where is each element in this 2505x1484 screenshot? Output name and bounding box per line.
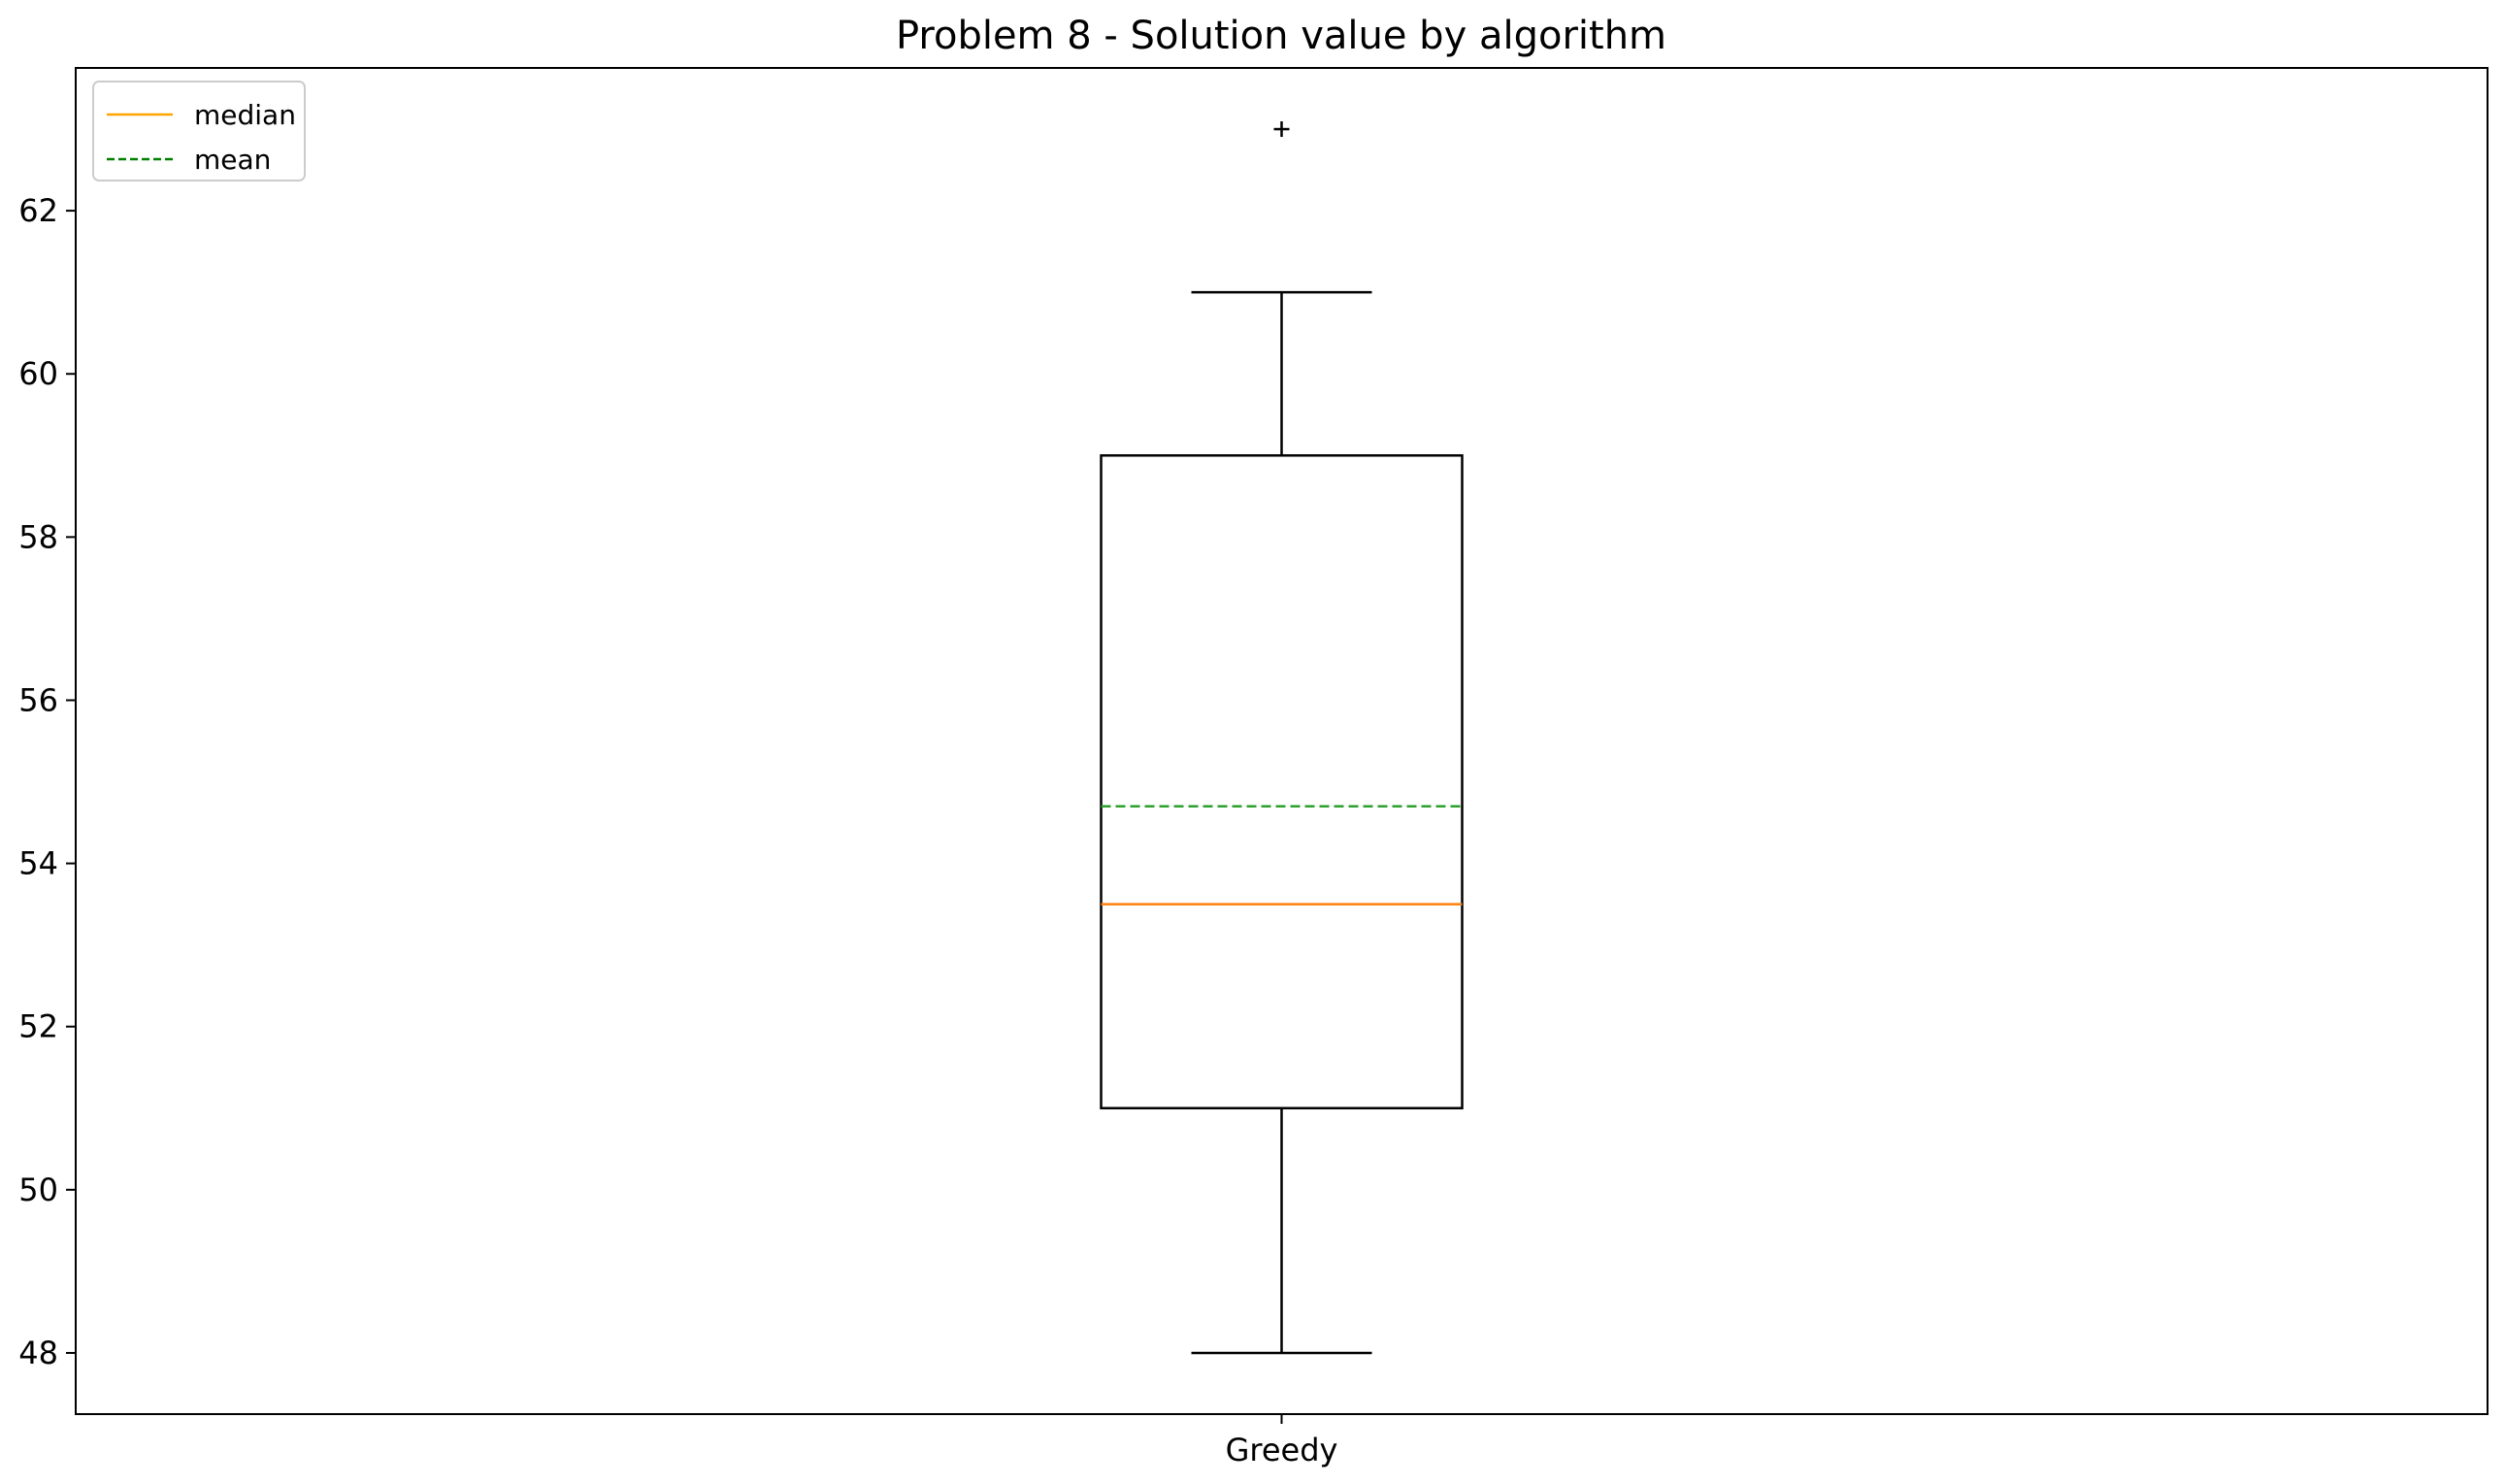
y-tick-label: 58 <box>18 518 58 555</box>
x-axis: Greedy <box>1226 1414 1338 1468</box>
y-tick-label: 60 <box>18 355 58 392</box>
box-series <box>1100 121 1464 1355</box>
y-axis: 48 50 52 54 56 58 60 62 <box>18 192 76 1371</box>
chart-title: Problem 8 - Solution value by algorithm <box>896 14 1666 58</box>
legend: median mean <box>92 81 306 181</box>
y-tick-label: 54 <box>18 845 58 882</box>
y-tick-label: 50 <box>18 1171 58 1208</box>
legend-label-mean: mean <box>194 144 271 176</box>
iqr-box <box>1100 454 1464 1110</box>
y-tick-label: 52 <box>18 1008 58 1045</box>
legend-frame <box>92 81 306 181</box>
outlier-point <box>1273 121 1290 138</box>
x-tick-label: Greedy <box>1226 1432 1338 1468</box>
y-tick-label: 48 <box>18 1335 58 1371</box>
y-tick-label: 62 <box>18 192 58 229</box>
y-tick-label: 56 <box>18 681 58 718</box>
legend-label-median: median <box>194 99 296 131</box>
